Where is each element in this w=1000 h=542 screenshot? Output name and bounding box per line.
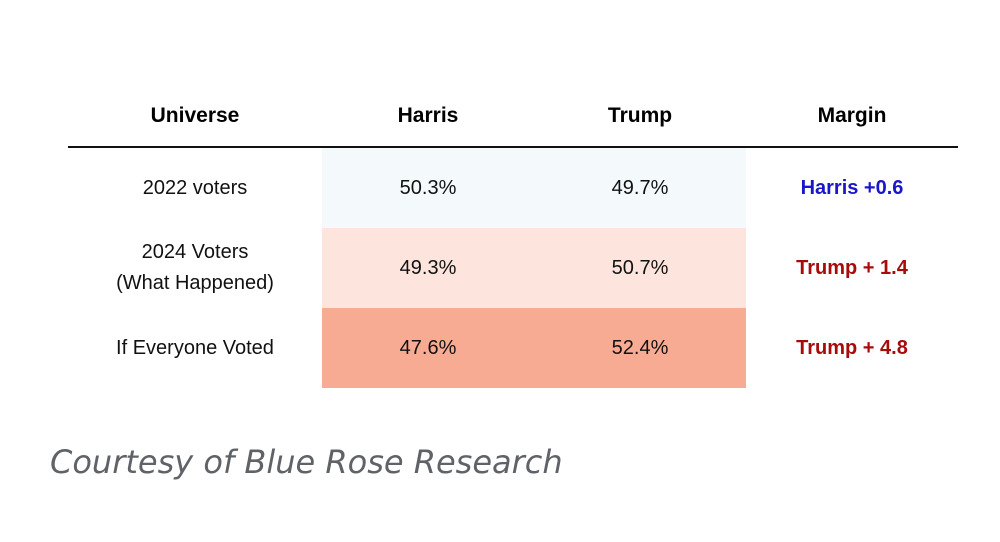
header-universe: Universe [150,104,240,127]
universe-label: 2022 voters [142,176,248,199]
trump-cell: 50.7% [534,228,746,308]
universe-cell: If Everyone Voted [68,308,322,388]
margin-cell: Trump + 4.8 [746,308,958,388]
margin-cell: Trump + 1.4 [746,228,958,308]
table-header-row: Universe Harris Trump Margin [68,88,958,148]
trump-cell: 49.7% [534,148,746,228]
universe-cell: 2022 voters [68,148,322,228]
table-row: 2022 voters 50.3% 49.7% Harris +0.6 [68,148,958,228]
harris-cell: 47.6% [322,308,534,388]
header-margin: Margin [817,104,887,127]
margin-label: Trump + 4.8 [796,336,908,359]
table-row: 2024 Voters (What Happened) 49.3% 50.7% … [68,228,958,308]
margin-label: Trump + 1.4 [796,256,908,279]
harris-cell: 49.3% [322,228,534,308]
universe-label: 2024 Voters (What Happened) [116,241,274,294]
margin-cell: Harris +0.6 [746,148,958,228]
trump-cell: 52.4% [534,308,746,388]
margin-label: Harris +0.6 [800,176,904,199]
results-table: Universe Harris Trump Margin 2022 voters… [68,88,958,388]
universe-label: If Everyone Voted [116,336,274,359]
header-trump: Trump [607,104,673,127]
table-row: If Everyone Voted 47.6% 52.4% Trump + 4.… [68,308,958,388]
source-caption: Courtesy of Blue Rose Research [50,443,563,481]
harris-cell: 50.3% [322,148,534,228]
universe-cell: 2024 Voters (What Happened) [68,228,322,308]
header-harris: Harris [397,104,459,127]
